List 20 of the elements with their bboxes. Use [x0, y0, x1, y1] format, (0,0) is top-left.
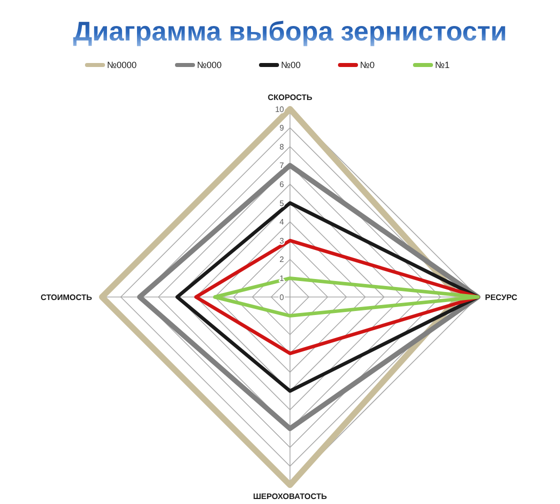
y-tick-label: 7	[280, 161, 285, 170]
chart-title: Диаграмма выбора зернистости	[73, 16, 507, 46]
spoke-label: РЕСУРС	[485, 292, 518, 302]
spoke-label: СТОИМОСТЬ	[40, 292, 92, 302]
legend-label: №0000	[107, 60, 137, 70]
y-tick-label: 9	[280, 124, 285, 133]
y-tick-label: 2	[280, 255, 285, 264]
y-tick-label: 5	[280, 198, 285, 208]
legend-label: №000	[197, 60, 222, 70]
y-tick-label: 10	[275, 104, 285, 114]
y-tick-label: 8	[280, 142, 285, 152]
spoke-label: СКОРОСТЬ	[268, 92, 313, 102]
legend-label: №1	[435, 60, 450, 70]
legend-label: №0	[360, 60, 375, 70]
legend-label: №00	[281, 60, 301, 70]
y-tick-label: 0	[280, 292, 285, 302]
spoke-label: ШЕРОХОВАТОСТЬ	[253, 492, 328, 501]
y-tick-label: 6	[280, 180, 285, 189]
y-tick-label: 3	[280, 236, 285, 246]
y-tick-label: 4	[280, 218, 285, 227]
